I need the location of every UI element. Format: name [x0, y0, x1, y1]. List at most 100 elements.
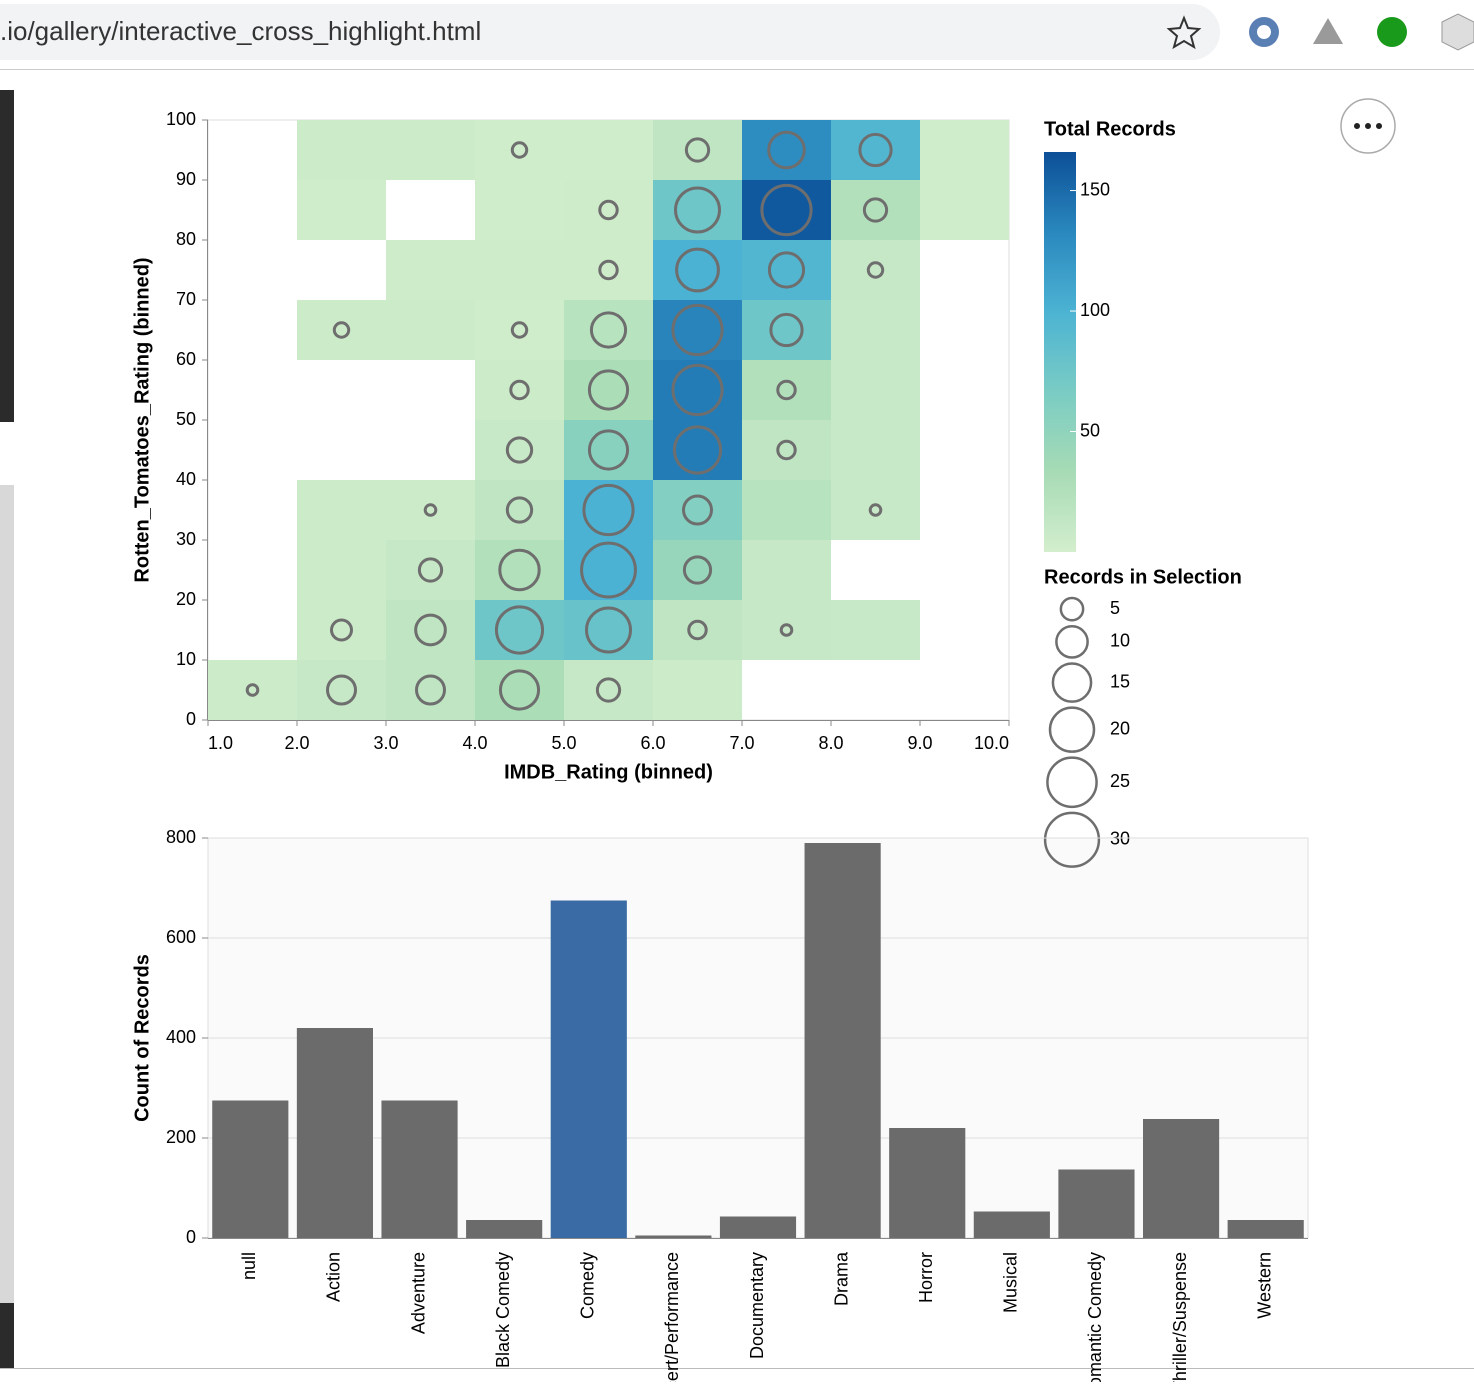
heat-cell	[653, 540, 742, 600]
extension-icon[interactable]	[1377, 17, 1407, 47]
heat-cell	[831, 120, 920, 180]
y-tick-label: 90	[176, 169, 196, 189]
selection-circle	[674, 186, 721, 234]
legend-label: 25	[1110, 771, 1130, 791]
heat-cell	[475, 480, 564, 540]
heatmap-cells	[208, 120, 1009, 720]
selection-circle	[587, 429, 630, 471]
heat-cell	[386, 240, 475, 300]
x-tick-label: 1.0	[208, 733, 233, 753]
selection-circle	[760, 183, 813, 237]
heat-cell	[297, 480, 386, 540]
heat-cell	[475, 120, 564, 180]
heat-cell	[653, 660, 742, 720]
x-tick-label: Adventure	[408, 1252, 428, 1334]
selection-circle	[598, 259, 619, 281]
heat-cell	[386, 600, 475, 660]
selection-circle	[595, 677, 622, 703]
heat-cell	[564, 480, 653, 540]
selection-circle	[769, 312, 804, 348]
heat-cell	[297, 180, 386, 240]
selection-circle	[580, 541, 637, 599]
y-tick-label: 40	[176, 469, 196, 489]
bar	[804, 843, 881, 1238]
bar	[1227, 1220, 1304, 1238]
selection-circle	[585, 606, 632, 654]
selection-circle	[671, 363, 724, 417]
selection-circle	[414, 613, 447, 647]
legend-symbol	[1048, 706, 1096, 753]
y-axis-title: Rotten_Tomatoes_Rating (binned)	[131, 257, 153, 582]
heat-cell	[742, 540, 831, 600]
heat-cell	[831, 360, 920, 420]
selection-circle	[415, 674, 446, 706]
legend-label: 20	[1110, 718, 1130, 738]
selection-circle	[862, 197, 889, 223]
x-tick-label: 3.0	[373, 733, 398, 753]
selection-circle	[682, 494, 713, 526]
y-tick-label: 70	[176, 289, 196, 309]
heat-cell	[475, 600, 564, 660]
heat-cell	[831, 300, 920, 360]
x-tick-label: Musical	[1001, 1252, 1021, 1313]
extension-icon[interactable]	[1441, 13, 1474, 51]
selection-circle	[505, 496, 534, 524]
heat-cell	[475, 180, 564, 240]
legend-symbol	[1046, 756, 1098, 809]
y-tick-label: 50	[176, 409, 196, 429]
heat-cell	[564, 240, 653, 300]
x-tick-label: 8.0	[818, 733, 843, 753]
x-axis-title: IMDB_Rating (binned)	[504, 761, 713, 783]
heat-cell	[297, 660, 386, 720]
heat-cell	[742, 600, 831, 660]
selection-circle	[672, 425, 723, 475]
bar	[296, 1028, 373, 1238]
heat-cell	[475, 300, 564, 360]
legend-symbol	[1051, 662, 1093, 703]
menu-dot	[1354, 123, 1360, 129]
heat-cell	[297, 600, 386, 660]
heat-cell	[831, 180, 920, 240]
legend-symbol	[1059, 596, 1085, 622]
actions-menu[interactable]	[1340, 98, 1396, 154]
heat-cell	[297, 120, 386, 180]
x-tick-label: Western	[1254, 1252, 1274, 1319]
selection-circle	[767, 130, 806, 170]
selection-circle	[868, 503, 883, 517]
heat-cell	[386, 660, 475, 720]
selection-circle	[687, 619, 708, 641]
heat-cell	[742, 480, 831, 540]
selection-circle	[423, 503, 438, 517]
heat-cell	[831, 240, 920, 300]
x-tick-label: 9.0	[907, 733, 932, 753]
legend-title: Total Records	[1044, 118, 1176, 140]
heat-cell	[653, 600, 742, 660]
selection-circle	[582, 483, 635, 537]
selection-circle	[494, 605, 545, 655]
menu-dot	[1365, 123, 1371, 129]
heat-cell	[564, 120, 653, 180]
heat-cell	[386, 300, 475, 360]
extension-icon[interactable]	[1313, 18, 1343, 44]
heat-cell	[653, 360, 742, 420]
selection-circle	[332, 321, 351, 339]
heat-cell	[742, 240, 831, 300]
selection-circle	[776, 439, 797, 461]
bar	[889, 1128, 966, 1238]
address-bar[interactable]	[0, 4, 1220, 60]
bar	[719, 1216, 797, 1238]
heat-cell	[564, 360, 653, 420]
y-tick-label: 0	[186, 709, 196, 729]
heat-cell	[208, 660, 297, 720]
legend-label: 150	[1080, 179, 1110, 199]
bookmark-star[interactable]	[1166, 15, 1202, 50]
y-tick-label: 0	[186, 1227, 196, 1247]
heat-cell	[742, 360, 831, 420]
x-tick-label: Comedy	[578, 1252, 598, 1319]
selection-circle	[598, 199, 619, 221]
selection-circle	[498, 669, 541, 711]
selection-circle	[326, 674, 357, 706]
heat-cell	[386, 540, 475, 600]
heat-cell	[564, 540, 653, 600]
